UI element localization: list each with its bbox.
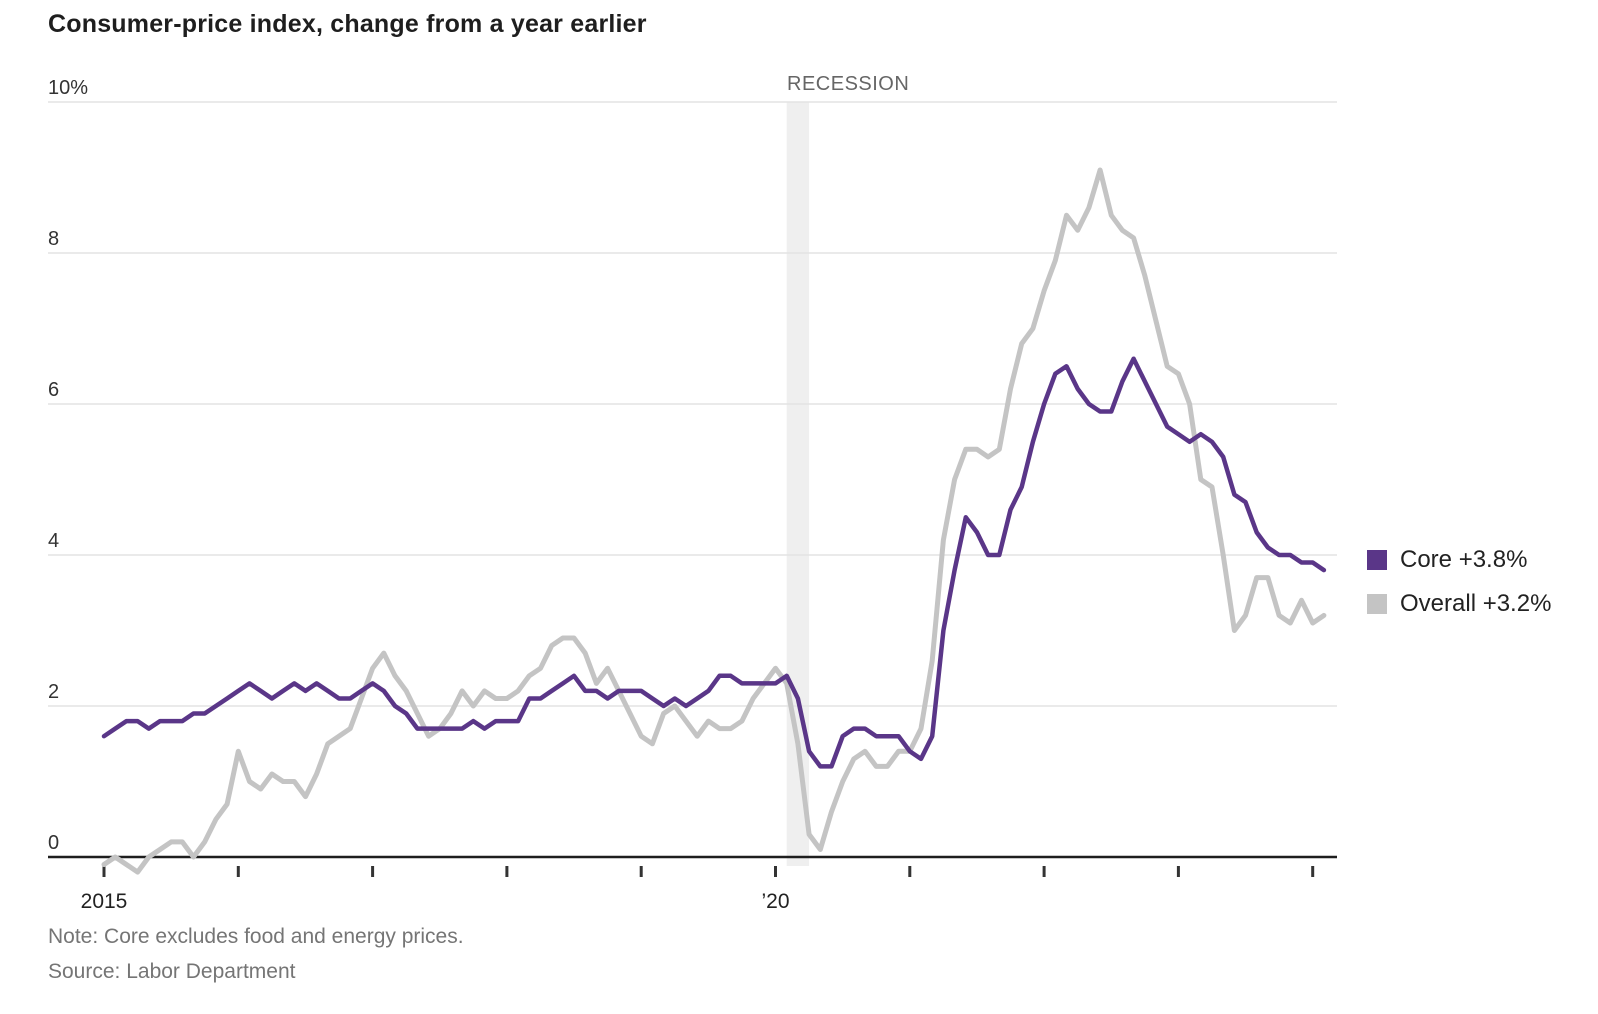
overall-line [101, 167, 1327, 875]
core-swatch-icon [1367, 550, 1387, 570]
legend-item-overall: Overall +3.2% [1367, 590, 1552, 617]
legend-label-overall: Overall +3.2% [1400, 590, 1552, 617]
overall-swatch-icon [1367, 594, 1387, 614]
y-axis-label: 2 [48, 681, 59, 703]
x-axis-label: 2015 [81, 890, 128, 913]
recession-label: RECESSION [787, 73, 910, 95]
chart-note: Note: Core excludes food and energy pric… [48, 925, 464, 948]
legend-label-core: Core +3.8% [1400, 546, 1528, 573]
recession-band [786, 102, 810, 866]
y-axis-label: 6 [48, 379, 59, 401]
y-axis-label: 8 [48, 228, 59, 250]
chart-title: Consumer-price index, change from a year… [48, 10, 647, 38]
legend: Core +3.8% Overall +3.2% [1367, 546, 1552, 617]
chart-source: Source: Labor Department [48, 960, 296, 983]
y-axis-label: 4 [48, 530, 59, 552]
core-line [101, 356, 1327, 769]
x-axis-label: ’20 [761, 890, 789, 913]
y-axis-label: 0 [48, 832, 59, 854]
y-axis-label: 10% [48, 77, 88, 99]
legend-item-core: Core +3.8% [1367, 546, 1551, 573]
